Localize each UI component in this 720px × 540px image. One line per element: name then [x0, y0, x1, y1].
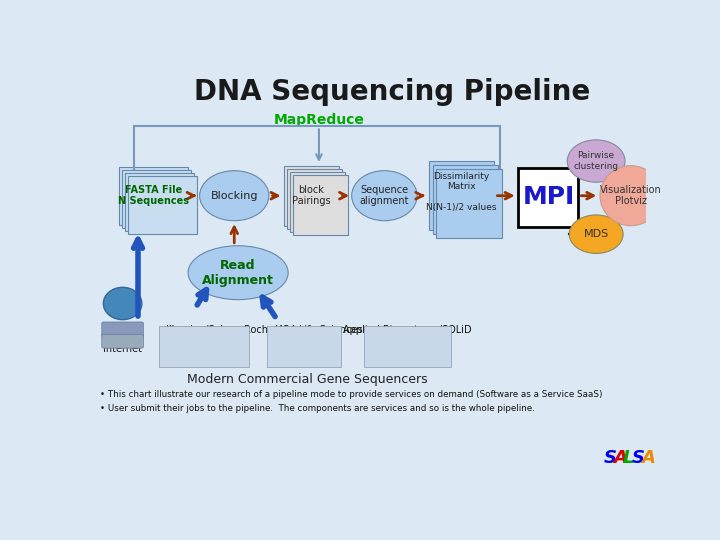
- Ellipse shape: [199, 171, 269, 221]
- Ellipse shape: [600, 166, 662, 226]
- Text: Sequence
alignment: Sequence alignment: [360, 185, 409, 206]
- FancyBboxPatch shape: [102, 334, 143, 348]
- Text: Pairwise
clustering: Pairwise clustering: [574, 151, 618, 171]
- Text: MapReduce: MapReduce: [274, 113, 364, 127]
- Text: Internet: Internet: [103, 343, 142, 354]
- FancyBboxPatch shape: [125, 173, 194, 231]
- Text: FASTA File
N Sequences: FASTA File N Sequences: [118, 185, 189, 206]
- FancyBboxPatch shape: [293, 175, 348, 235]
- FancyBboxPatch shape: [433, 165, 498, 234]
- FancyBboxPatch shape: [119, 167, 188, 225]
- Text: MPI: MPI: [522, 185, 575, 209]
- FancyBboxPatch shape: [428, 161, 494, 231]
- FancyBboxPatch shape: [266, 326, 341, 367]
- Ellipse shape: [104, 287, 142, 320]
- Text: L: L: [622, 449, 634, 467]
- Text: S: S: [604, 449, 617, 467]
- Text: MDS: MDS: [583, 229, 609, 239]
- FancyBboxPatch shape: [122, 170, 191, 228]
- Text: • This chart illustrate our research of a pipeline mode to provide services on d: • This chart illustrate our research of …: [99, 390, 602, 399]
- Text: Dissimilarity
Matrix

N(N-1)/2 values: Dissimilarity Matrix N(N-1)/2 values: [426, 172, 497, 212]
- Text: Roche/454 Life Sciences: Roche/454 Life Sciences: [244, 325, 363, 335]
- FancyBboxPatch shape: [518, 168, 577, 227]
- FancyBboxPatch shape: [102, 322, 143, 338]
- Text: Visualization
Plotviz: Visualization Plotviz: [600, 185, 662, 206]
- FancyBboxPatch shape: [284, 166, 339, 226]
- Text: Illumina/Solexa: Illumina/Solexa: [166, 325, 240, 335]
- FancyBboxPatch shape: [436, 168, 502, 238]
- FancyBboxPatch shape: [289, 172, 345, 232]
- FancyBboxPatch shape: [159, 326, 249, 367]
- Text: S: S: [631, 449, 644, 467]
- Text: • User submit their jobs to the pipeline.  The components are services and so is: • User submit their jobs to the pipeline…: [99, 403, 534, 413]
- Ellipse shape: [188, 246, 288, 300]
- Text: A: A: [641, 449, 654, 467]
- Text: Applied Biosystems/SOLiD: Applied Biosystems/SOLiD: [343, 325, 472, 335]
- FancyBboxPatch shape: [287, 168, 342, 229]
- Text: Read
Alignment: Read Alignment: [202, 259, 274, 287]
- Text: DNA Sequencing Pipeline: DNA Sequencing Pipeline: [194, 78, 590, 106]
- Ellipse shape: [351, 171, 417, 221]
- Text: A: A: [613, 449, 627, 467]
- Text: Blocking: Blocking: [210, 191, 258, 201]
- FancyBboxPatch shape: [364, 326, 451, 367]
- Ellipse shape: [567, 140, 625, 182]
- Text: block
Pairings: block Pairings: [292, 185, 330, 206]
- Text: Modern Commercial Gene Sequencers: Modern Commercial Gene Sequencers: [187, 373, 428, 386]
- Ellipse shape: [570, 215, 623, 253]
- FancyBboxPatch shape: [128, 176, 197, 234]
